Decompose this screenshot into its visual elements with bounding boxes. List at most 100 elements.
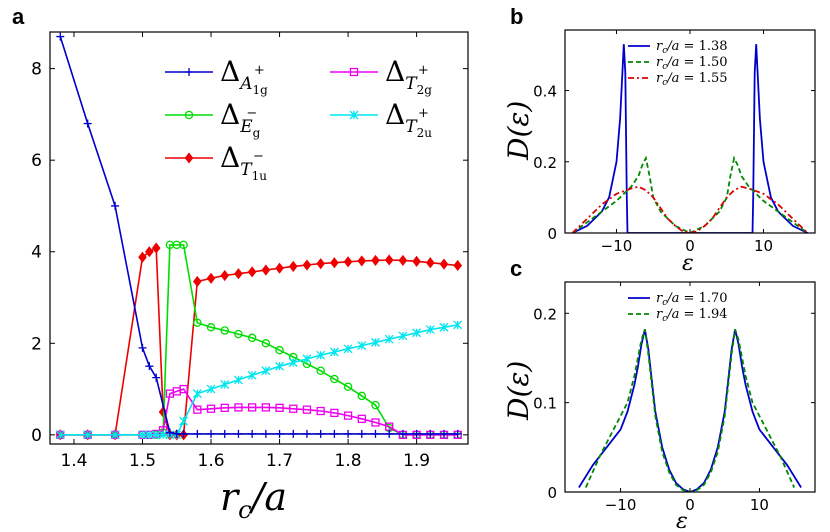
data-point: [234, 429, 243, 438]
data-point: [398, 331, 408, 341]
y-tick-label: 0.2: [533, 154, 557, 172]
legend-label: rc/a = 1.50: [656, 55, 728, 72]
data-point: [289, 429, 298, 438]
data-point: [83, 119, 92, 128]
data-point: [330, 429, 339, 438]
panel-c-series: [578, 329, 802, 492]
legend-label: rc/a = 1.94: [656, 307, 728, 324]
x-tick-label: 10: [750, 496, 769, 514]
data-point: [261, 339, 271, 348]
data-point: [275, 429, 284, 438]
data-point: [206, 404, 216, 413]
x-tick-label: −10: [605, 496, 637, 514]
data-point: [425, 257, 435, 269]
data-point: [206, 384, 216, 394]
data-point: [247, 333, 257, 343]
data-point: [145, 246, 154, 258]
data-point: [138, 251, 147, 263]
data-point: [425, 325, 435, 335]
y-tick-label: 6: [31, 151, 42, 171]
data-point: [343, 256, 353, 268]
data-point: [357, 429, 366, 438]
data-point: [302, 405, 312, 414]
data-point: [144, 430, 154, 440]
data-point: [316, 406, 325, 416]
y-tick-label: 0.2: [533, 305, 557, 323]
data-point: [371, 400, 380, 410]
x-tick-label: 10: [754, 237, 773, 255]
data-point: [330, 257, 339, 269]
data-point: [302, 259, 312, 271]
data-point: [357, 414, 366, 423]
data-point: [179, 384, 188, 394]
data-point: [275, 403, 284, 412]
data-point: [184, 110, 194, 120]
data-point: [453, 320, 463, 330]
data-point: [384, 334, 394, 344]
data-point: [371, 254, 380, 266]
panel-c-ylabel: D(ε): [502, 361, 535, 421]
data-point: [316, 429, 325, 438]
data-point: [343, 411, 353, 420]
data-point: [247, 403, 257, 412]
data-point: [261, 366, 271, 376]
data-point: [55, 430, 65, 440]
data-point: [316, 366, 325, 376]
legend-label: ΔEg−: [220, 98, 261, 140]
panel-b-label: b: [510, 4, 523, 29]
data-point: [426, 429, 435, 438]
data-point: [179, 416, 189, 426]
data-point: [220, 269, 230, 282]
data-point: [371, 429, 380, 438]
panel-b-ticks: −10 0 10 0 0.2 0.4: [533, 30, 815, 255]
data-point: [384, 254, 394, 266]
data-point: [233, 375, 243, 385]
data-point: [220, 403, 229, 412]
panel-a: a 1.4 1.5 1.6 1.7 1.8 1.9 0 2 4 6 8 ΔA1g+ΔEg−ΔT1u−…: [12, 4, 469, 524]
series-line: [571, 155, 809, 233]
data-point: [193, 405, 202, 414]
data-point: [247, 370, 257, 380]
data-point: [234, 329, 243, 339]
data-point: [316, 350, 326, 360]
data-point: [138, 430, 147, 440]
data-point: [371, 337, 380, 347]
panel-c-frame: [564, 281, 816, 493]
data-point: [172, 429, 181, 438]
data-point: [206, 272, 216, 284]
data-point: [288, 358, 298, 367]
data-point: [179, 429, 188, 438]
data-point: [165, 428, 174, 437]
y-tick-label: 0: [547, 225, 557, 243]
data-point: [439, 322, 449, 332]
data-point: [261, 264, 271, 276]
data-point: [220, 380, 230, 389]
data-point: [220, 326, 229, 335]
data-point: [329, 347, 339, 357]
panel-c-ticks: −10 0 10 0 0.1 0.2: [533, 282, 815, 514]
y-tick-label: 0: [31, 426, 42, 446]
y-tick-label: 0: [547, 484, 557, 502]
x-tick-label: 1.8: [335, 451, 362, 471]
data-point: [289, 404, 298, 413]
data-point: [349, 67, 359, 77]
data-point: [193, 275, 202, 288]
data-point: [179, 240, 188, 250]
x-tick-label: 1.7: [266, 451, 293, 471]
series-line: [571, 185, 809, 233]
legend-label: ΔT2u+: [385, 98, 432, 140]
panel-a-series: [55, 32, 463, 441]
legend-label: rc/a = 1.38: [656, 39, 728, 56]
data-point: [234, 403, 243, 412]
panel-a-label: a: [12, 4, 25, 29]
panel-b-ylabel: D(ε): [502, 101, 535, 161]
x-tick-label: −10: [601, 237, 633, 255]
data-point: [56, 32, 65, 41]
legend-label: ΔT2g+: [385, 55, 432, 97]
data-point: [357, 255, 367, 267]
y-tick-label: 0.1: [533, 395, 557, 413]
x-tick-label: 1.6: [198, 451, 225, 471]
data-point: [453, 429, 462, 438]
